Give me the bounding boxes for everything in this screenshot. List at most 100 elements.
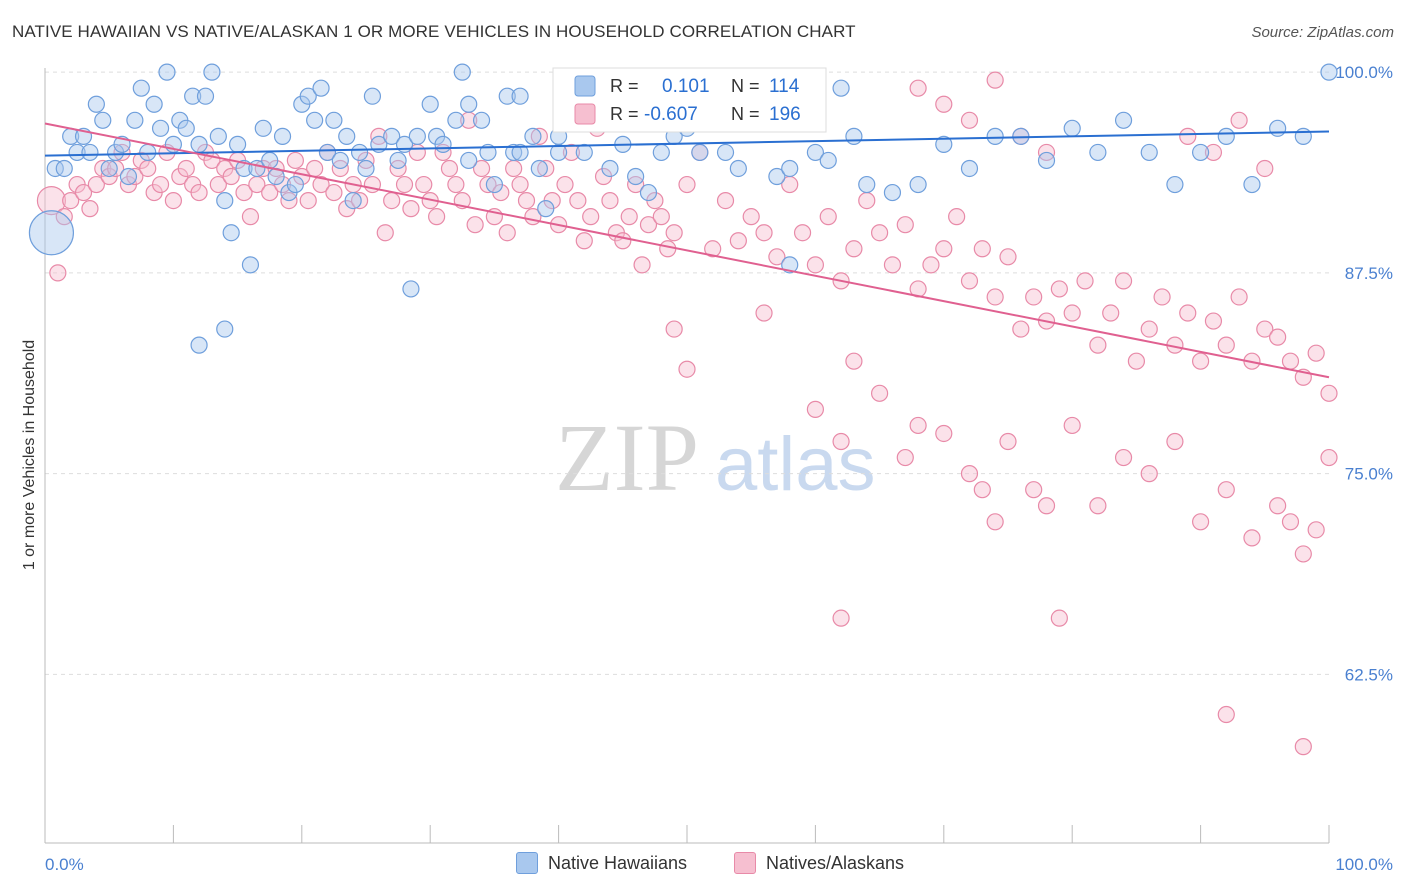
blue-point	[216, 320, 234, 338]
x-tick-label-1: 100.0%	[1335, 855, 1393, 874]
blue-point	[832, 79, 850, 97]
pink-point	[36, 186, 67, 216]
pink-point	[935, 95, 953, 113]
blue-point	[575, 143, 593, 162]
y-tick-label-3: 62.5%	[1345, 665, 1393, 684]
blue-point	[1114, 111, 1133, 129]
pink-point	[241, 208, 260, 226]
pink-point	[986, 288, 1004, 306]
pink-point	[126, 167, 144, 186]
pink-point	[447, 175, 465, 194]
pink-point	[806, 256, 825, 274]
pink-point	[999, 248, 1017, 266]
series-natives-alaskans	[36, 71, 1338, 756]
blue-point	[209, 127, 227, 145]
blue-point	[1243, 175, 1261, 194]
watermark: ZIP atlas	[555, 404, 876, 511]
blue-point	[781, 256, 799, 274]
blue-point	[479, 143, 497, 162]
blue-point	[909, 175, 927, 194]
pink-point	[383, 192, 401, 210]
trend-line-native-hawaiians	[44, 130, 1330, 157]
pink-point	[81, 200, 99, 218]
pink-point	[1089, 497, 1107, 515]
blue-point	[627, 167, 645, 186]
pink-point	[49, 264, 67, 282]
pink-point	[1281, 352, 1300, 370]
blue-point	[46, 159, 64, 178]
pink-point	[87, 175, 105, 194]
pink-point	[1307, 344, 1325, 362]
pink-point	[209, 175, 227, 194]
blue-point	[203, 63, 221, 81]
pink-point	[1153, 288, 1171, 306]
blue-point	[68, 143, 86, 162]
blue-point	[87, 95, 105, 113]
legend-label-natives-alaskans: Natives/Alaskans	[766, 852, 905, 873]
pink-point	[286, 151, 304, 170]
blue-point	[389, 151, 407, 170]
pink-point	[845, 240, 863, 258]
pink-point	[569, 192, 587, 210]
blue-point	[1294, 127, 1312, 145]
pink-point	[999, 432, 1017, 451]
pink-point	[1102, 304, 1120, 322]
blue-point	[338, 127, 356, 145]
chart-source: Source: ZipAtlas.com	[1251, 24, 1394, 41]
blue-point	[216, 192, 234, 210]
pink-point	[562, 143, 581, 162]
pink-point	[376, 224, 394, 242]
pink-point	[517, 192, 536, 210]
pink-point	[1269, 328, 1287, 346]
blue-point	[312, 79, 330, 97]
blue-point	[119, 167, 138, 186]
pink-point	[665, 320, 683, 338]
pink-point	[511, 175, 529, 194]
pink-point	[986, 71, 1004, 89]
y-tick-label-2: 75.0%	[1345, 465, 1393, 484]
legend-item-natives-alaskans: Natives/Alaskans	[734, 852, 904, 874]
pink-point	[768, 248, 786, 266]
blue-point	[453, 63, 471, 81]
pink-point	[665, 224, 683, 242]
pink-point	[960, 272, 979, 290]
x-tick-labels: 0.0% 100.0%	[45, 855, 1393, 874]
pink-point	[498, 224, 516, 242]
blue-point	[325, 111, 343, 129]
blue-point	[601, 159, 619, 178]
pink-point	[729, 232, 747, 250]
pink-point	[659, 240, 677, 258]
legend-swatch-pink	[574, 103, 596, 125]
legend-r-value-1: 0.101	[662, 76, 710, 97]
blue-point	[55, 159, 73, 178]
pink-point	[312, 175, 330, 194]
chart-title: NATIVE HAWAIIAN VS NATIVE/ALASKAN 1 OR M…	[12, 22, 856, 41]
pink-point	[652, 208, 670, 226]
pink-point	[1076, 272, 1094, 290]
blue-point	[196, 87, 215, 105]
pink-point	[1179, 127, 1197, 145]
blue-point	[537, 200, 555, 218]
blue-point	[421, 95, 439, 113]
blue-point	[768, 167, 786, 186]
legend-n-label-2: N =	[731, 104, 760, 124]
pink-point	[1204, 143, 1223, 162]
blue-point	[177, 119, 195, 137]
pink-point	[537, 159, 555, 178]
pink-point	[350, 192, 369, 210]
pink-point	[806, 400, 825, 418]
pink-point	[819, 208, 837, 226]
blue-point	[363, 87, 382, 105]
pink-point	[479, 175, 497, 194]
pink-point	[505, 159, 523, 178]
pink-point	[222, 167, 240, 186]
blue-point	[729, 159, 747, 178]
pink-point	[935, 240, 953, 258]
blue-point	[190, 135, 208, 153]
blue-point	[241, 256, 260, 274]
blue-point	[652, 143, 670, 162]
pink-point	[1050, 609, 1068, 627]
pink-point	[742, 208, 760, 226]
pink-point	[1063, 416, 1081, 435]
